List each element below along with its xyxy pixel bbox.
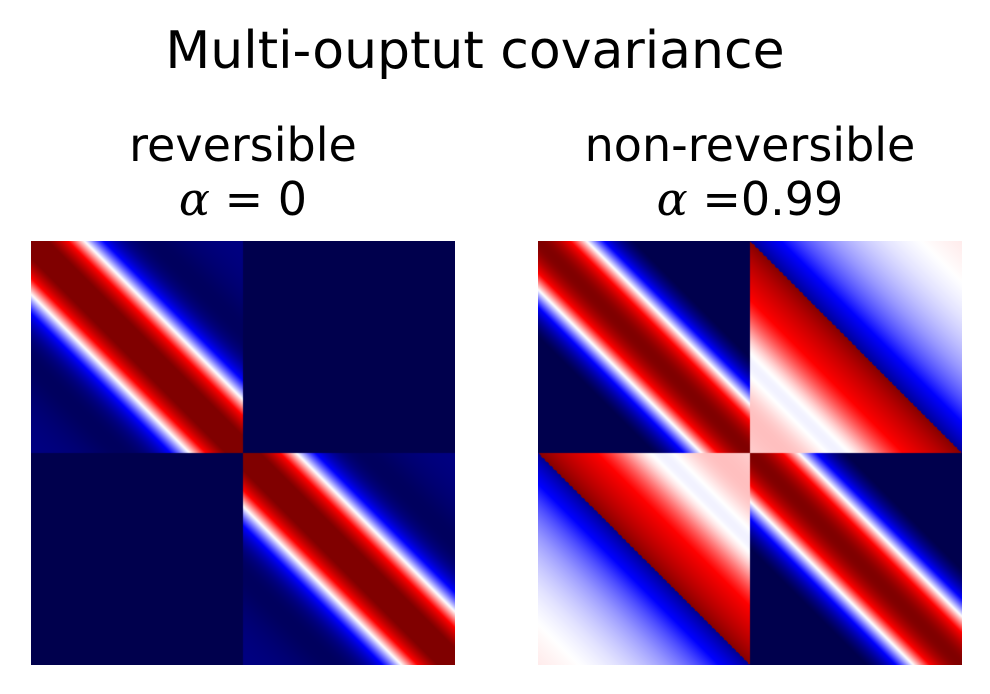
panel-title-non-reversible: non-reversible (584, 118, 916, 172)
figure-title: Multi-ouptut covariance (165, 21, 785, 81)
heatmap-canvas-reversible (31, 241, 455, 665)
alpha-symbol: α (656, 172, 688, 226)
alpha-value-non-reversible: =0.99 (687, 172, 844, 226)
heatmap-canvas-non-reversible (538, 241, 962, 665)
alpha-label-reversible: α = 0 (31, 172, 455, 226)
panel-reversible: reversible α = 0 (31, 118, 455, 226)
panel-non-reversible: non-reversible α =0.99 (538, 118, 962, 226)
alpha-value-reversible: = 0 (210, 172, 308, 226)
alpha-symbol: α (178, 172, 210, 226)
heatmap-non-reversible (538, 241, 962, 665)
alpha-label-non-reversible: α =0.99 (538, 172, 962, 226)
heatmap-reversible (31, 241, 455, 665)
panel-title-reversible: reversible (129, 118, 357, 172)
